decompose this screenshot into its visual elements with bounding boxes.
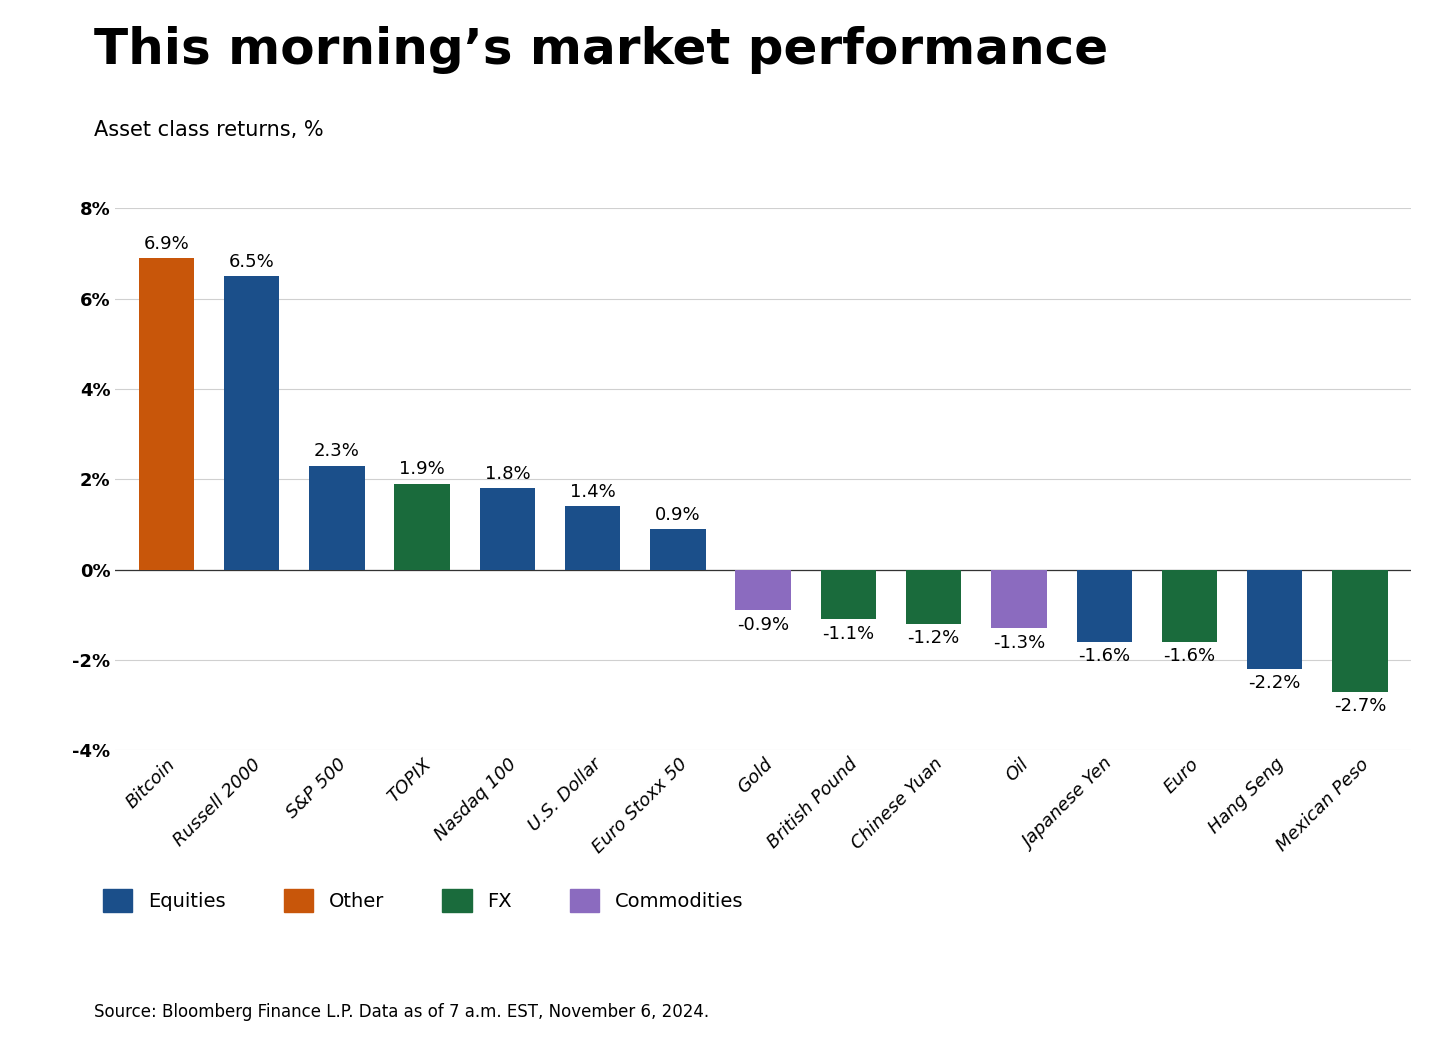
- Text: 1.4%: 1.4%: [570, 483, 615, 501]
- Text: 1.9%: 1.9%: [399, 461, 445, 478]
- Text: 1.8%: 1.8%: [485, 465, 530, 482]
- Bar: [906, 570, 962, 624]
- Bar: [1332, 570, 1388, 692]
- Text: -1.6%: -1.6%: [1079, 647, 1130, 665]
- Bar: [223, 276, 279, 570]
- Bar: [480, 489, 536, 570]
- Text: 0.9%: 0.9%: [655, 505, 701, 523]
- Text: -2.7%: -2.7%: [1333, 697, 1387, 715]
- Text: Source: Bloomberg Finance L.P. Data as of 7 a.m. EST, November 6, 2024.: Source: Bloomberg Finance L.P. Data as o…: [94, 1003, 708, 1021]
- Text: -1.2%: -1.2%: [907, 629, 960, 647]
- Bar: [821, 570, 876, 619]
- Bar: [564, 506, 621, 570]
- Text: -1.3%: -1.3%: [992, 634, 1045, 651]
- Bar: [395, 483, 449, 570]
- Text: 6.9%: 6.9%: [144, 234, 189, 252]
- Bar: [310, 466, 364, 570]
- Bar: [651, 529, 706, 570]
- Bar: [991, 570, 1047, 628]
- Text: 2.3%: 2.3%: [314, 443, 360, 461]
- Text: -1.1%: -1.1%: [822, 625, 874, 643]
- Bar: [1247, 570, 1303, 669]
- Text: This morning’s market performance: This morning’s market performance: [94, 26, 1107, 74]
- Bar: [1162, 570, 1217, 642]
- Text: -0.9%: -0.9%: [737, 616, 789, 634]
- Legend: Equities, Other, FX, Commodities: Equities, Other, FX, Commodities: [104, 889, 743, 913]
- Text: -1.6%: -1.6%: [1164, 647, 1215, 665]
- Bar: [1077, 570, 1132, 642]
- Text: -2.2%: -2.2%: [1248, 674, 1300, 692]
- Text: Asset class returns, %: Asset class returns, %: [94, 120, 323, 140]
- Bar: [736, 570, 791, 611]
- Text: 6.5%: 6.5%: [229, 253, 275, 271]
- Bar: [138, 258, 194, 570]
